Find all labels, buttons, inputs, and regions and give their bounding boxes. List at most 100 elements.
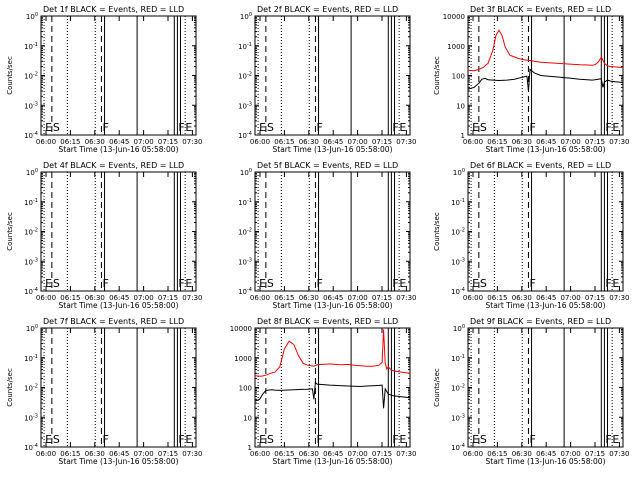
x-axis-label: Start Time (13-Jun-16 05:58:00) — [59, 301, 179, 310]
chart-title: Det 8f BLACK = Events, RED = LLD — [257, 317, 398, 326]
plot-frame — [254, 327, 411, 448]
x-tick-label: 06:15 — [274, 450, 294, 458]
x-tick-label: 06:15 — [487, 138, 507, 146]
y-tick-label: 10000 — [230, 325, 252, 333]
x-tick-label: 06:00 — [250, 450, 270, 458]
x-tick-label: 06:30 — [85, 138, 105, 146]
y-tick-label: 1000 — [447, 43, 465, 51]
x-tick-label: 06:00 — [36, 138, 56, 146]
x-tick-label: 06:45 — [323, 450, 343, 458]
plot-frame — [40, 327, 197, 448]
event-marker-label: S — [480, 433, 487, 446]
event-marker-label: F — [316, 433, 322, 446]
x-axis-label: Start Time (13-Jun-16 05:58:00) — [273, 301, 393, 310]
chart-title: Det 9f BLACK = Events, RED = LLD — [470, 317, 611, 326]
x-tick-label: 06:15 — [487, 294, 507, 302]
y-tick-label: 1 — [248, 444, 252, 452]
y-tick-label: 100 — [453, 168, 465, 177]
x-axis-label: Start Time (13-Jun-16 05:58:00) — [59, 457, 179, 466]
x-axis-label: Start Time (13-Jun-16 05:58:00) — [59, 145, 179, 154]
y-axis-label: Counts/sec — [6, 368, 14, 407]
x-tick-label: 07:30 — [609, 450, 629, 458]
series-line — [254, 381, 411, 409]
y-tick-label: 10-2 — [24, 228, 38, 237]
event-marker-label: F — [529, 277, 535, 290]
x-tick-label: 06:30 — [299, 294, 319, 302]
y-axis-label: Counts/sec — [433, 368, 441, 407]
y-tick-label: 10-4 — [24, 287, 38, 296]
event-marker-label: S — [267, 277, 274, 290]
y-tick-label: 10-2 — [24, 72, 38, 81]
chart-title: Det 2f BLACK = Events, RED = LLD — [257, 5, 398, 14]
event-marker-label: S — [480, 277, 487, 290]
y-tick-label: 10-2 — [238, 228, 252, 237]
x-tick-label: 06:15 — [60, 450, 80, 458]
x-tick-label: 07:30 — [396, 450, 416, 458]
x-tick-label: 07:15 — [158, 294, 178, 302]
x-axis-label: Start Time (13-Jun-16 05:58:00) — [486, 145, 606, 154]
event-marker-label: E — [472, 433, 479, 446]
event-marker-label: E — [612, 277, 619, 290]
event-marker-label: S — [267, 121, 274, 134]
event-marker-label: E — [185, 121, 192, 134]
y-tick-label: 10-4 — [451, 443, 465, 452]
x-tick-label: 06:45 — [109, 450, 129, 458]
event-marker-label: S — [53, 433, 60, 446]
x-tick-label: 06:15 — [274, 294, 294, 302]
event-marker-label: F — [605, 433, 611, 446]
x-tick-label: 07:15 — [372, 450, 392, 458]
x-tick-label: 07:15 — [158, 138, 178, 146]
series-line — [467, 68, 624, 92]
plot-frame — [467, 327, 624, 448]
y-tick-label: 10-2 — [451, 228, 465, 237]
x-tick-label: 07:30 — [609, 294, 629, 302]
series-line — [467, 29, 624, 72]
x-tick-label: 06:15 — [60, 294, 80, 302]
x-tick-label: 06:00 — [250, 294, 270, 302]
x-tick-label: 07:00 — [561, 294, 581, 302]
event-marker-label: E — [472, 121, 479, 134]
y-tick-label: 10-3 — [451, 413, 465, 422]
event-marker-label: E — [45, 277, 52, 290]
y-tick-label: 10-4 — [238, 287, 252, 296]
x-tick-label: 06:30 — [512, 450, 532, 458]
x-tick-label: 06:00 — [463, 294, 483, 302]
x-tick-label: 06:45 — [109, 138, 129, 146]
x-tick-label: 07:30 — [396, 138, 416, 146]
event-marker-label: S — [53, 121, 60, 134]
event-marker-label: F — [392, 277, 398, 290]
x-tick-label: 06:45 — [536, 294, 556, 302]
y-tick-label: 10-3 — [238, 101, 252, 110]
x-tick-label: 07:15 — [158, 450, 178, 458]
event-marker-label: F — [605, 121, 611, 134]
event-marker-label: E — [185, 277, 192, 290]
x-tick-label: 07:00 — [134, 450, 154, 458]
x-tick-label: 07:15 — [585, 450, 605, 458]
plot-frame — [40, 171, 197, 292]
event-marker-label: E — [259, 433, 266, 446]
y-tick-label: 100 — [26, 12, 38, 21]
y-tick-label: 10-3 — [238, 257, 252, 266]
y-tick-label: 1000 — [234, 355, 252, 363]
x-tick-label: 07:30 — [609, 138, 629, 146]
x-tick-label: 07:15 — [585, 294, 605, 302]
x-tick-label: 07:00 — [134, 294, 154, 302]
x-tick-label: 07:15 — [372, 138, 392, 146]
event-marker-label: E — [45, 121, 52, 134]
y-tick-label: 100 — [239, 385, 252, 393]
x-tick-label: 07:15 — [585, 138, 605, 146]
event-marker-label: E — [472, 277, 479, 290]
x-tick-label: 07:30 — [396, 294, 416, 302]
y-tick-label: 10000 — [443, 13, 465, 21]
y-tick-label: 10-2 — [451, 384, 465, 393]
event-marker-label: E — [259, 121, 266, 134]
y-tick-label: 10-1 — [24, 354, 38, 363]
y-tick-label: 10-4 — [238, 131, 252, 140]
y-axis-label: Counts/sec — [433, 56, 441, 95]
y-tick-label: 10-4 — [24, 443, 38, 452]
